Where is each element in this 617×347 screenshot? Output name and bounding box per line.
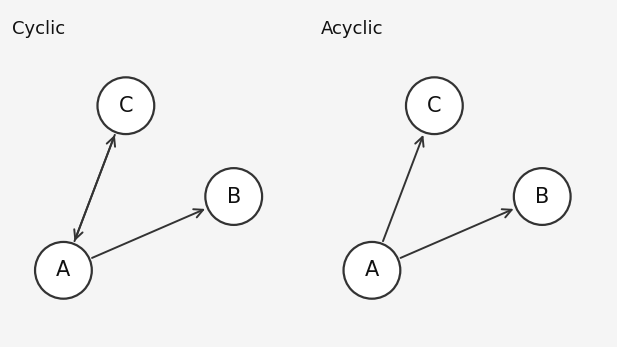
- Circle shape: [205, 168, 262, 225]
- Text: Acyclic: Acyclic: [321, 19, 383, 37]
- Circle shape: [406, 77, 463, 134]
- Circle shape: [97, 77, 154, 134]
- Text: C: C: [118, 96, 133, 116]
- Circle shape: [514, 168, 571, 225]
- Circle shape: [344, 242, 400, 299]
- Circle shape: [35, 242, 92, 299]
- Text: A: A: [365, 260, 379, 280]
- Text: B: B: [535, 187, 549, 206]
- Text: A: A: [56, 260, 70, 280]
- Text: B: B: [226, 187, 241, 206]
- Text: Cyclic: Cyclic: [12, 19, 65, 37]
- Text: C: C: [427, 96, 442, 116]
